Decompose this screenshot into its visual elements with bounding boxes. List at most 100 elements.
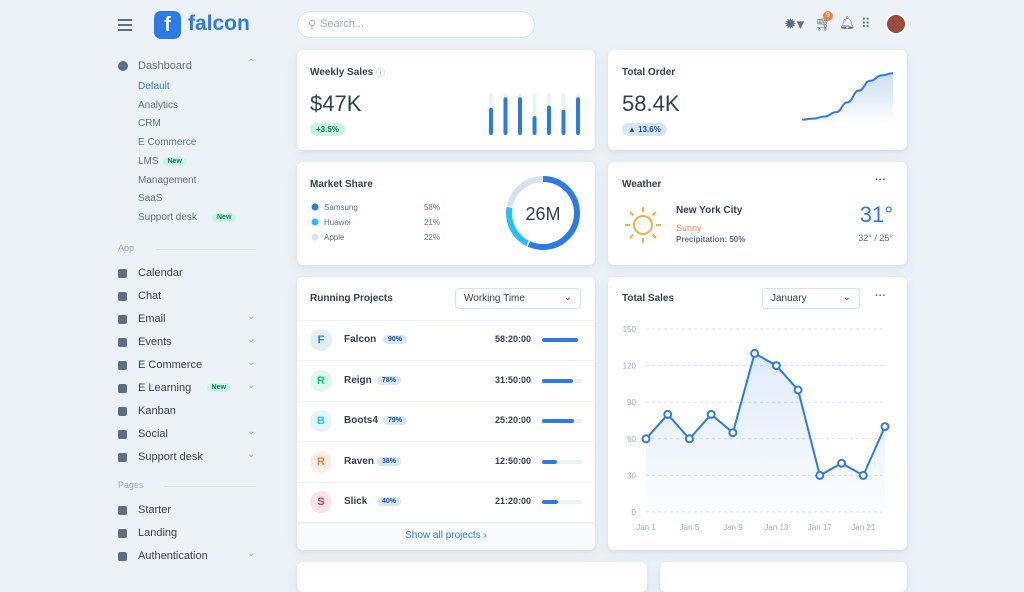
- sales-point: [880, 422, 890, 432]
- legend-dot: [311, 233, 319, 241]
- progress-bar: [542, 500, 558, 504]
- project-name[interactable]: Slick: [344, 496, 368, 507]
- project-name[interactable]: Boots4: [344, 415, 378, 426]
- menu-item[interactable]: Authentication: [138, 550, 208, 562]
- project-time: 58:20:00: [494, 334, 531, 344]
- menu-item[interactable]: Social: [138, 428, 168, 440]
- menu-toggle[interactable]: [118, 19, 132, 31]
- progress-bar: [542, 378, 574, 383]
- card-footer: [297, 523, 595, 550]
- bar: [489, 107, 493, 135]
- project-time: 31:50:00: [494, 374, 531, 385]
- project-name[interactable]: Falcon: [344, 334, 377, 345]
- change-badge: +3.5%: [310, 123, 345, 136]
- menu-item[interactable]: Email: [138, 313, 166, 325]
- filter-label: January: [771, 293, 807, 304]
- notification-icon[interactable]: 🔔︎: [839, 15, 856, 30]
- menu-item[interactable]: Kanban: [138, 405, 176, 417]
- filter-label: Working Time: [464, 293, 525, 304]
- menu-item[interactable]: SaaS: [138, 193, 163, 205]
- project-time: 21:20:00: [494, 496, 531, 506]
- menu-item[interactable]: Events: [138, 336, 172, 348]
- progress-badge: 90%: [383, 335, 408, 344]
- menu-item[interactable]: E Commerce: [138, 137, 197, 149]
- project-avatar: R: [310, 450, 332, 473]
- sales-point: [684, 434, 694, 444]
- search-icon: ⚲: [308, 19, 317, 31]
- search-box[interactable]: ⚲ Search...: [297, 11, 535, 38]
- menu-item[interactable]: Default: [138, 81, 170, 92]
- menu-item[interactable]: Calendar: [138, 267, 183, 279]
- menu-item[interactable]: Dashboard: [138, 60, 192, 72]
- show-all-link[interactable]: Show all projects ›: [405, 530, 487, 541]
- menu-item[interactable]: E Commerce: [138, 359, 203, 371]
- divider: [164, 486, 256, 487]
- brand[interactable]: falcon: [188, 12, 250, 35]
- month-filter[interactable]: January ⌄: [762, 288, 860, 309]
- menu-item[interactable]: CRM: [138, 118, 161, 130]
- menu-item[interactable]: Chat: [138, 290, 162, 302]
- menu-item[interactable]: E Learning: [138, 382, 192, 394]
- avatar[interactable]: [885, 13, 907, 35]
- chevron: ⌄: [247, 449, 256, 460]
- y-tick-label: 90: [627, 398, 636, 407]
- menu-item[interactable]: Management: [138, 174, 197, 186]
- chevron: ⌄: [842, 292, 851, 303]
- menu-item[interactable]: Support desk: [138, 451, 203, 463]
- menu-icon: [118, 315, 127, 324]
- more-button[interactable]: ···: [875, 290, 886, 302]
- precipitation: Precipitation: 50%: [676, 235, 746, 244]
- menu-icon: [118, 269, 127, 278]
- search-placeholder: Search...: [320, 18, 365, 30]
- y-tick-label: 150: [623, 325, 637, 334]
- chevron: ⌄: [247, 311, 256, 322]
- info-icon[interactable]: ⓘ: [376, 68, 386, 78]
- progress-track: [542, 500, 582, 504]
- menu-item[interactable]: Landing: [138, 527, 178, 539]
- change-badge: ▲ 13.6%: [622, 123, 667, 136]
- x-tick-label: Jan 1: [636, 523, 656, 532]
- project-avatar: R: [310, 369, 332, 392]
- menu-item[interactable]: Analytics: [138, 99, 179, 111]
- new-badge: New: [206, 383, 231, 392]
- sales-point: [706, 409, 716, 419]
- donut-segment: [506, 176, 580, 250]
- menu-item[interactable]: LMS: [138, 155, 159, 167]
- menu-icon: [118, 338, 127, 347]
- project-avatar: S: [310, 491, 332, 513]
- menu-icon: [118, 506, 127, 515]
- menu-item[interactable]: Starter: [138, 504, 172, 516]
- settings-icon[interactable]: ✹▾: [784, 16, 805, 33]
- dashboard: f falcon ⚲ Search... ✹▾ 🛒︎ 9 🔔︎ ⠿ Dashbo…: [118, 11, 907, 592]
- sales-point: [793, 385, 803, 395]
- total-sales-chart: 0 30 60 90 120 150 Jan 1 Jan 5 Jan 9 Jan 13 Jan 17…: [623, 325, 890, 532]
- sales-point: [750, 348, 760, 358]
- temperature: 31°: [859, 202, 893, 227]
- section-label: App: [118, 243, 135, 253]
- curve-line: [801, 72, 894, 121]
- city: New York City: [676, 205, 743, 216]
- chevron: ⌄: [247, 426, 256, 437]
- time-filter[interactable]: Working Time ⌄: [455, 288, 581, 309]
- project-name[interactable]: Reign: [344, 374, 372, 386]
- bar: [518, 97, 522, 135]
- project-name[interactable]: Raven: [344, 455, 375, 467]
- menu-item[interactable]: Support desk: [138, 211, 197, 223]
- bar: [503, 97, 508, 135]
- x-tick-label: Jan 9: [723, 523, 743, 532]
- project-row: [297, 361, 595, 402]
- more-button[interactable]: ···: [875, 174, 886, 186]
- divider: [156, 249, 256, 250]
- apps-icon[interactable]: ⠿: [861, 16, 870, 31]
- chevron: ⌄: [563, 292, 572, 303]
- menu-icon: [118, 61, 128, 71]
- legend-label: Apple: [324, 233, 345, 242]
- share-value: 58%: [424, 203, 440, 212]
- bar: [532, 116, 537, 135]
- new-badge: New: [162, 156, 187, 166]
- bar: [547, 105, 551, 135]
- y-tick-label: 60: [627, 435, 636, 444]
- logo-icon[interactable]: f: [154, 11, 181, 39]
- weekly-sales-card: Weekly Sales ⓘ $47K +3.5%: [297, 50, 595, 150]
- card-header: [297, 277, 595, 321]
